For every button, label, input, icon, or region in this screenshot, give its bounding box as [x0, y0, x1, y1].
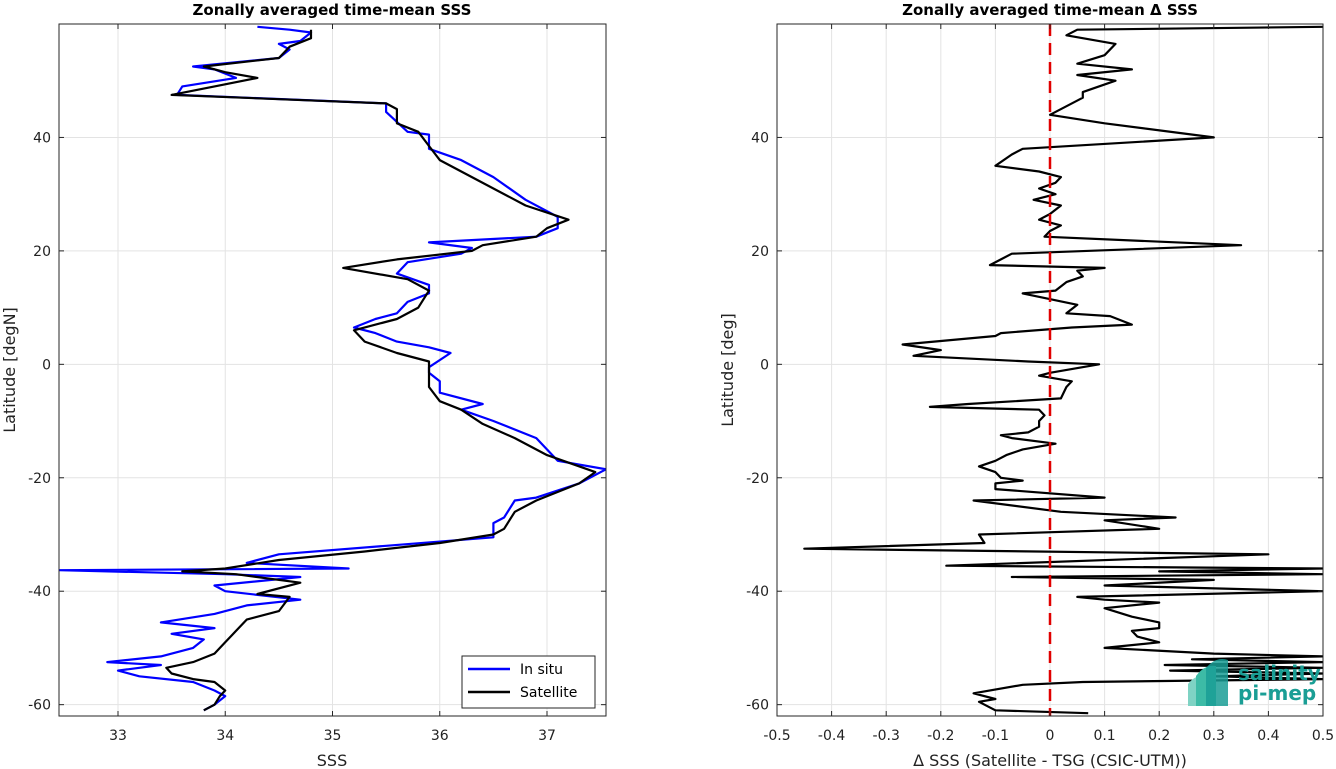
- left-x-tick-label: 33: [109, 728, 127, 744]
- left-x-axis-label: SSS: [317, 751, 347, 769]
- salinity-pi-mep-logo: salinity pi-mep: [1188, 659, 1321, 706]
- right-x-tick-label: -0.3: [873, 728, 900, 744]
- left-series-line-in-situ: [59, 25, 606, 712]
- right-y-tick-label: -20: [746, 471, 769, 487]
- left-series-line-satellite: [165, 29, 597, 712]
- left-y-tick-label: 40: [33, 130, 51, 146]
- logo-text-pi-mep: pi-mep: [1238, 681, 1316, 705]
- left-y-tick-label: -60: [28, 698, 51, 714]
- legend-label-satellite: Satellite: [520, 685, 577, 701]
- right-x-axis-label: Δ SSS (Satellite - TSG (CSIC-UTM)): [913, 751, 1187, 769]
- right-y-tick-label: -60: [746, 698, 769, 714]
- left-y-tick-label: 0: [42, 357, 51, 373]
- right-y-axis-label: Latitude [deg]: [718, 313, 737, 427]
- left-x-tick-label: 34: [216, 728, 234, 744]
- left-y-axis-label: Latitude [degN]: [0, 307, 19, 433]
- legend-label-in-situ: In situ: [520, 662, 563, 678]
- left-chart-title: Zonally averaged time-mean SSS: [193, 1, 472, 19]
- left-x-tick-label: 35: [324, 728, 342, 744]
- left-y-tick-label: -40: [28, 584, 51, 600]
- right-series-line-0: [803, 25, 1323, 715]
- right-x-tick-label: 0: [1046, 728, 1055, 744]
- logo-text-salinity: salinity: [1238, 661, 1321, 685]
- right-y-tick-label: -40: [746, 584, 769, 600]
- legend: In situ Satellite: [461, 655, 596, 709]
- logo-waves-icon: [1188, 659, 1228, 706]
- left-x-tick-label: 36: [431, 728, 449, 744]
- right-x-tick-label: 0.4: [1257, 728, 1279, 744]
- right-x-tick-label: 0.1: [1093, 728, 1115, 744]
- left-y-tick-label: -20: [28, 471, 51, 487]
- right-y-tick-label: 0: [760, 357, 769, 373]
- left-y-tick-label: 20: [33, 244, 51, 260]
- left-x-tick-label: 37: [538, 728, 556, 744]
- right-x-tick-label: -0.1: [982, 728, 1009, 744]
- right-x-tick-label: -0.2: [927, 728, 954, 744]
- right-x-tick-label: 0.2: [1148, 728, 1170, 744]
- right-x-tick-label: -0.5: [763, 728, 790, 744]
- right-x-tick-label: 0.3: [1203, 728, 1225, 744]
- right-y-tick-label: 40: [751, 130, 769, 146]
- right-chart-title: Zonally averaged time-mean Δ SSS: [902, 1, 1198, 19]
- right-x-tick-label: -0.4: [818, 728, 845, 744]
- right-y-tick-label: 20: [751, 244, 769, 260]
- right-x-tick-label: 0.5: [1312, 728, 1334, 744]
